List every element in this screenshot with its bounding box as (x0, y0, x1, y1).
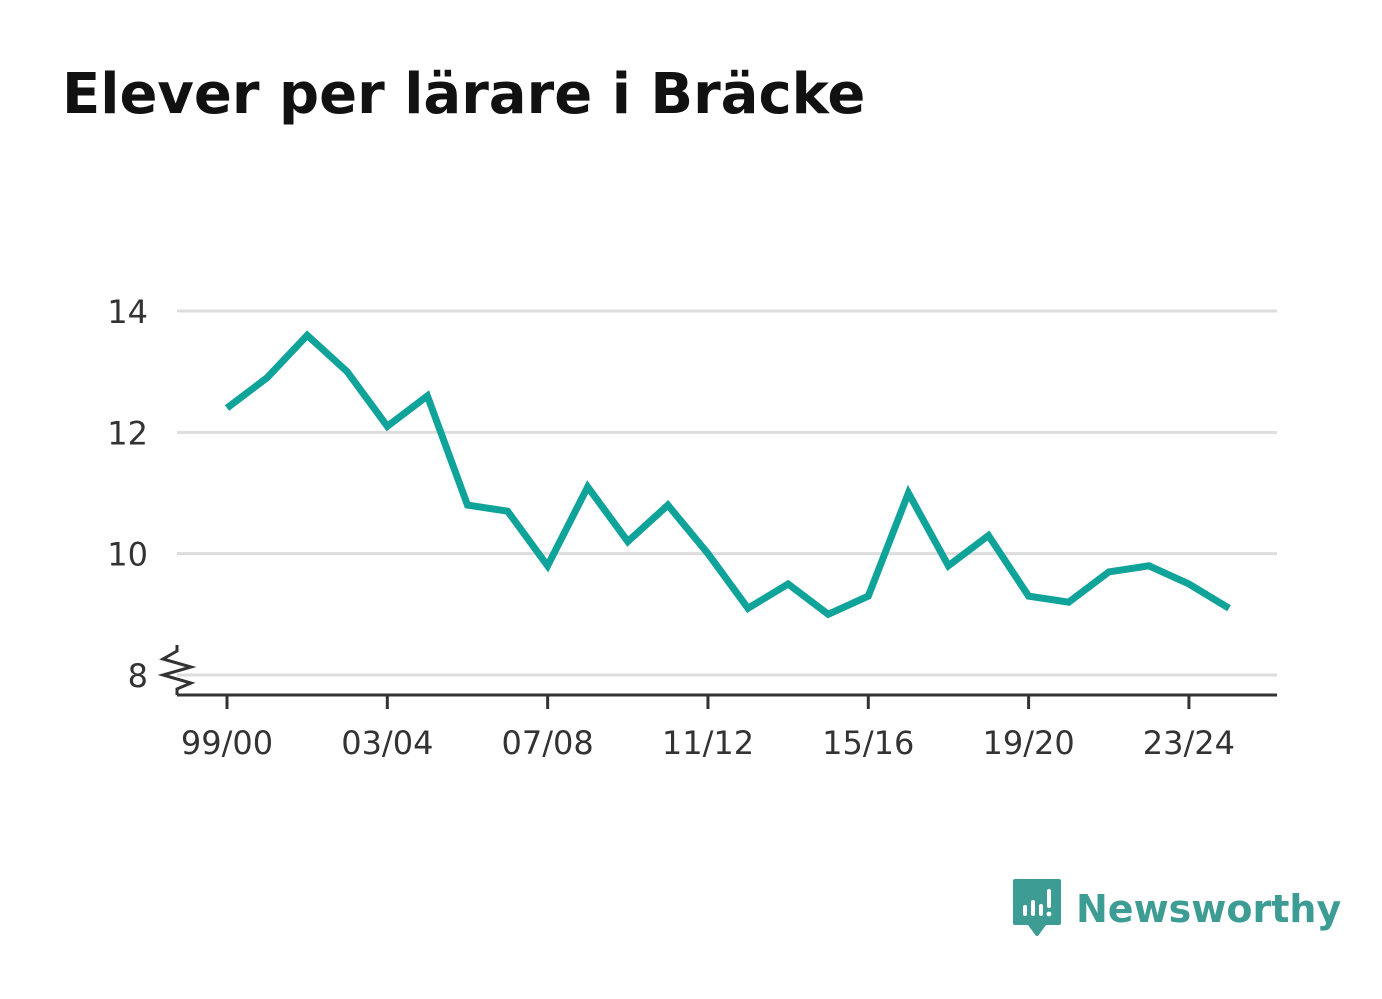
series-line (224, 330, 1231, 619)
y-tick-label: 12 (107, 414, 148, 452)
axis-break-icon (157, 645, 197, 695)
x-tick-label: 07/08 (502, 724, 594, 762)
newsworthy-logo-icon (1013, 879, 1061, 936)
x-axis: 99/00 03/04 07/08 11/12 15/16 19/20 23/24 (177, 693, 1277, 762)
brand-logo: Newsworthy (1012, 878, 1341, 940)
y-tick-label: 14 (107, 293, 148, 331)
x-tick-label: 19/20 (982, 724, 1074, 762)
gridlines (177, 309, 1277, 677)
chart-title: Elever per lärare i Bräcke (62, 62, 866, 127)
x-tick-label: 99/00 (181, 724, 273, 762)
series-layer (224, 330, 1231, 619)
y-axis: 8 10 12 14 (107, 293, 197, 695)
x-tick-label: 23/24 (1143, 724, 1235, 762)
x-tick-label: 11/12 (662, 724, 754, 762)
x-tick-label: 15/16 (822, 724, 914, 762)
y-tick-label: 8 (128, 657, 148, 695)
y-tick-label: 10 (107, 536, 148, 574)
brand-name: Newsworthy (1076, 887, 1342, 931)
x-tick-label: 03/04 (341, 724, 433, 762)
